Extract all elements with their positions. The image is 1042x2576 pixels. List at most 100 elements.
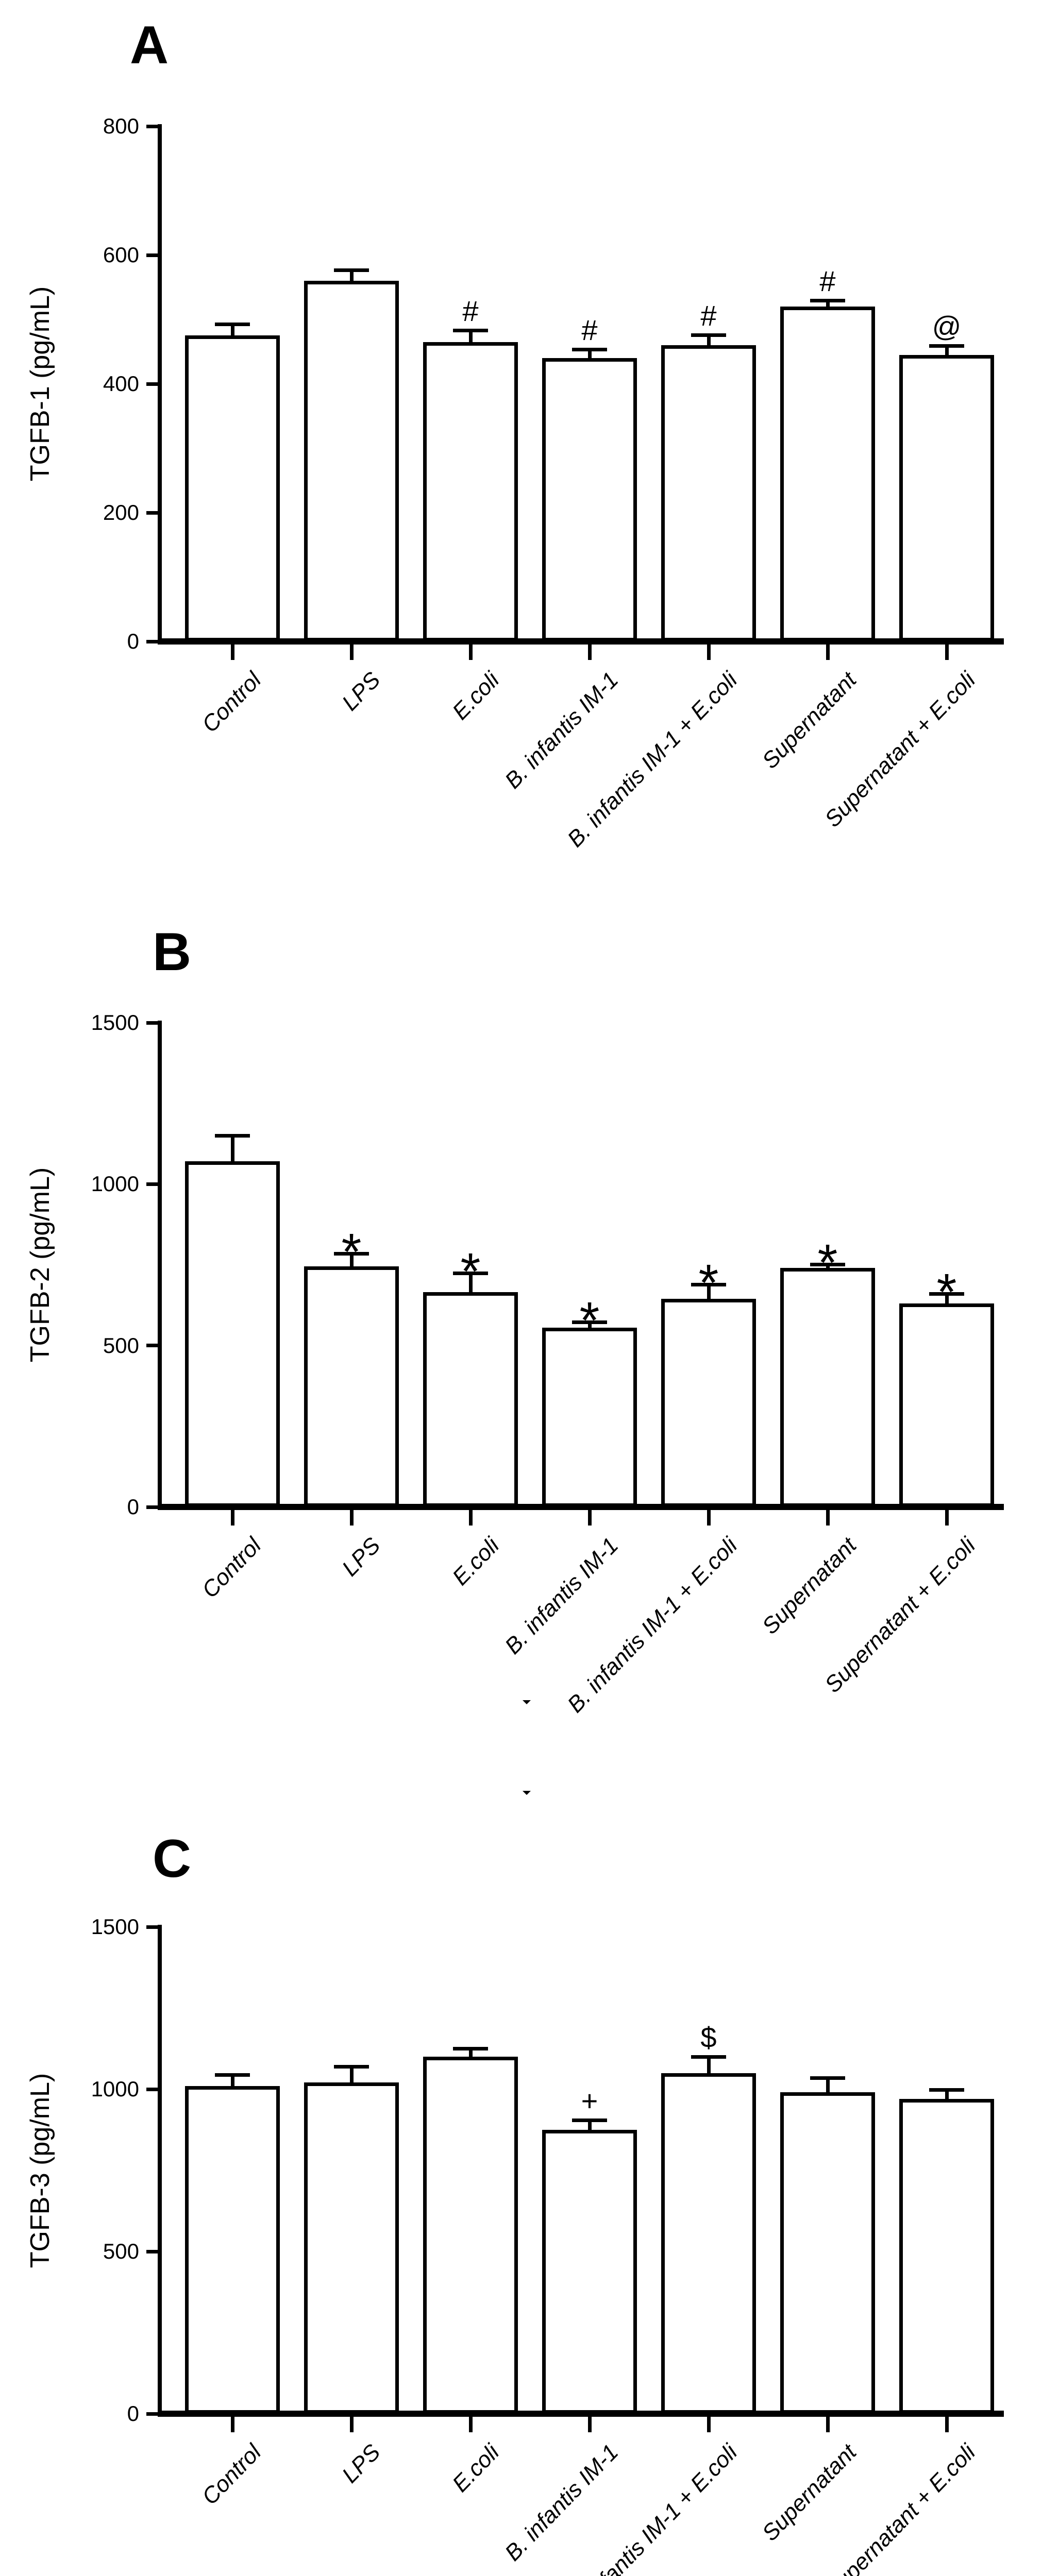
- error-bar-cap-C-4: [691, 2055, 726, 2059]
- bar-B-4: [661, 1298, 756, 1507]
- x-tick-C-6: [945, 2417, 949, 2432]
- panel-c-y-axis-title: TGFB-3 (pg/mL): [25, 2073, 55, 2268]
- bar-C-1: [304, 2082, 399, 2414]
- bar-C-4: [661, 2073, 756, 2414]
- panel-b-letter: B: [153, 922, 192, 982]
- error-bar-B-2: [468, 1273, 473, 1308]
- bar-B-2: [423, 1292, 518, 1507]
- error-bar-cap-B-2: [453, 1271, 488, 1275]
- significance-asterisk-B-6: *: [936, 1263, 957, 1321]
- x-label-B-0: Control: [197, 1533, 266, 1603]
- error-bar-cap-B-0: [215, 1134, 250, 1138]
- x-label-A-6: Supernatant + E.coli: [820, 667, 981, 833]
- stray-mark-0: [523, 1700, 531, 1704]
- bar-B-3: [542, 1328, 637, 1507]
- error-bar-C-4: [707, 2057, 711, 2089]
- x-tick-B-3: [587, 1510, 592, 1526]
- significance-asterisk-B-5: *: [817, 1233, 838, 1292]
- bar-A-2: [423, 342, 518, 641]
- stray-mark-1: [523, 1791, 531, 1795]
- significance-hash-A-4: #: [700, 299, 717, 332]
- error-bar-cap-B-6: [929, 1292, 964, 1296]
- panel-b-y-axis-title: TGFB-2 (pg/mL): [25, 1167, 55, 1363]
- error-bar-C-1: [349, 2066, 354, 2098]
- y-tick-A-0: [146, 639, 158, 643]
- y-tick-B-0: [146, 1505, 158, 1509]
- y-tick-label-B-1000: 1000: [91, 1172, 139, 1196]
- y-tick-label-C-1500: 1500: [91, 1914, 139, 1939]
- error-bar-cap-C-2: [453, 2047, 488, 2051]
- x-label-B-4: B. infantis IM-1 + E.coli: [562, 1533, 743, 1718]
- significance-dollar-C-4: $: [700, 2021, 717, 2054]
- bar-C-2: [423, 2057, 518, 2414]
- bar-A-0: [185, 335, 280, 641]
- y-tick-B-1500: [146, 1021, 158, 1025]
- bar-A-5: [780, 307, 875, 641]
- x-label-A-0: Control: [197, 667, 266, 738]
- x-tick-B-1: [349, 1510, 354, 1526]
- x-tick-A-0: [230, 645, 234, 660]
- y-tick-label-B-1500: 1500: [91, 1010, 139, 1035]
- x-label-B-3: B. infantis IM-1: [500, 1533, 624, 1659]
- bar-B-5: [780, 1268, 875, 1507]
- y-tick-C-1500: [146, 1925, 158, 1929]
- x-tick-C-0: [230, 2417, 234, 2432]
- x-tick-A-2: [468, 645, 473, 660]
- x-label-C-0: Control: [197, 2439, 266, 2510]
- y-tick-label-A-800: 800: [103, 114, 139, 138]
- y-tick-A-400: [146, 382, 158, 386]
- error-bar-cap-C-5: [810, 2076, 845, 2080]
- significance-hash-A-2: #: [462, 295, 479, 328]
- bar-A-3: [542, 358, 637, 641]
- x-label-B-5: Supernatant: [757, 1533, 862, 1639]
- x-tick-B-2: [468, 1510, 473, 1526]
- x-label-B-6: Supernatant + E.coli: [820, 1533, 981, 1698]
- error-bar-cap-B-5: [810, 1262, 845, 1266]
- bar-C-3: [542, 2129, 637, 2414]
- y-tick-C-1000: [146, 2087, 158, 2091]
- error-bar-cap-A-5: [810, 298, 845, 302]
- x-tick-A-3: [587, 645, 592, 660]
- x-label-A-3: B. infantis IM-1: [500, 667, 624, 794]
- error-bar-cap-C-3: [572, 2118, 607, 2122]
- x-tick-C-2: [468, 2417, 473, 2432]
- y-tick-label-C-500: 500: [103, 2239, 139, 2263]
- x-tick-A-6: [945, 645, 949, 660]
- x-tick-C-5: [826, 2417, 830, 2432]
- significance-asterisk-B-2: *: [460, 1242, 481, 1300]
- y-axis-C: [158, 1925, 162, 2417]
- error-bar-cap-A-3: [572, 347, 607, 351]
- significance-asterisk-B-1: *: [341, 1223, 362, 1281]
- y-tick-B-500: [146, 1344, 158, 1348]
- error-bar-cap-C-1: [334, 2064, 369, 2069]
- y-tick-B-1000: [146, 1182, 158, 1186]
- x-tick-A-5: [826, 645, 830, 660]
- significance-asterisk-B-3: *: [579, 1291, 600, 1349]
- error-bar-cap-B-4: [691, 1282, 726, 1286]
- x-tick-C-4: [707, 2417, 711, 2432]
- x-tick-C-1: [349, 2417, 354, 2432]
- significance-hash-A-3: #: [581, 313, 598, 346]
- bar-C-6: [899, 2098, 994, 2414]
- y-tick-A-200: [146, 511, 158, 515]
- y-tick-label-A-200: 200: [103, 500, 139, 524]
- y-tick-label-C-1000: 1000: [91, 2077, 139, 2101]
- y-tick-label-C-0: 0: [127, 2401, 139, 2426]
- y-tick-C-0: [146, 2412, 158, 2416]
- x-label-B-1: LPS: [337, 1533, 385, 1581]
- bar-C-5: [780, 2092, 875, 2414]
- error-bar-cap-C-0: [215, 2073, 250, 2077]
- x-tick-B-4: [707, 1510, 711, 1526]
- bar-C-0: [185, 2086, 280, 2414]
- bar-B-1: [304, 1266, 399, 1507]
- y-tick-label-A-0: 0: [127, 629, 139, 653]
- y-tick-A-600: [146, 253, 158, 257]
- error-bar-cap-B-3: [572, 1320, 607, 1324]
- x-label-A-5: Supernatant: [757, 667, 862, 774]
- y-tick-A-800: [146, 124, 158, 128]
- error-bar-B-0: [230, 1136, 234, 1177]
- x-tick-B-0: [230, 1510, 234, 1526]
- x-label-B-2: E.coli: [447, 1533, 505, 1590]
- bar-A-1: [304, 281, 399, 641]
